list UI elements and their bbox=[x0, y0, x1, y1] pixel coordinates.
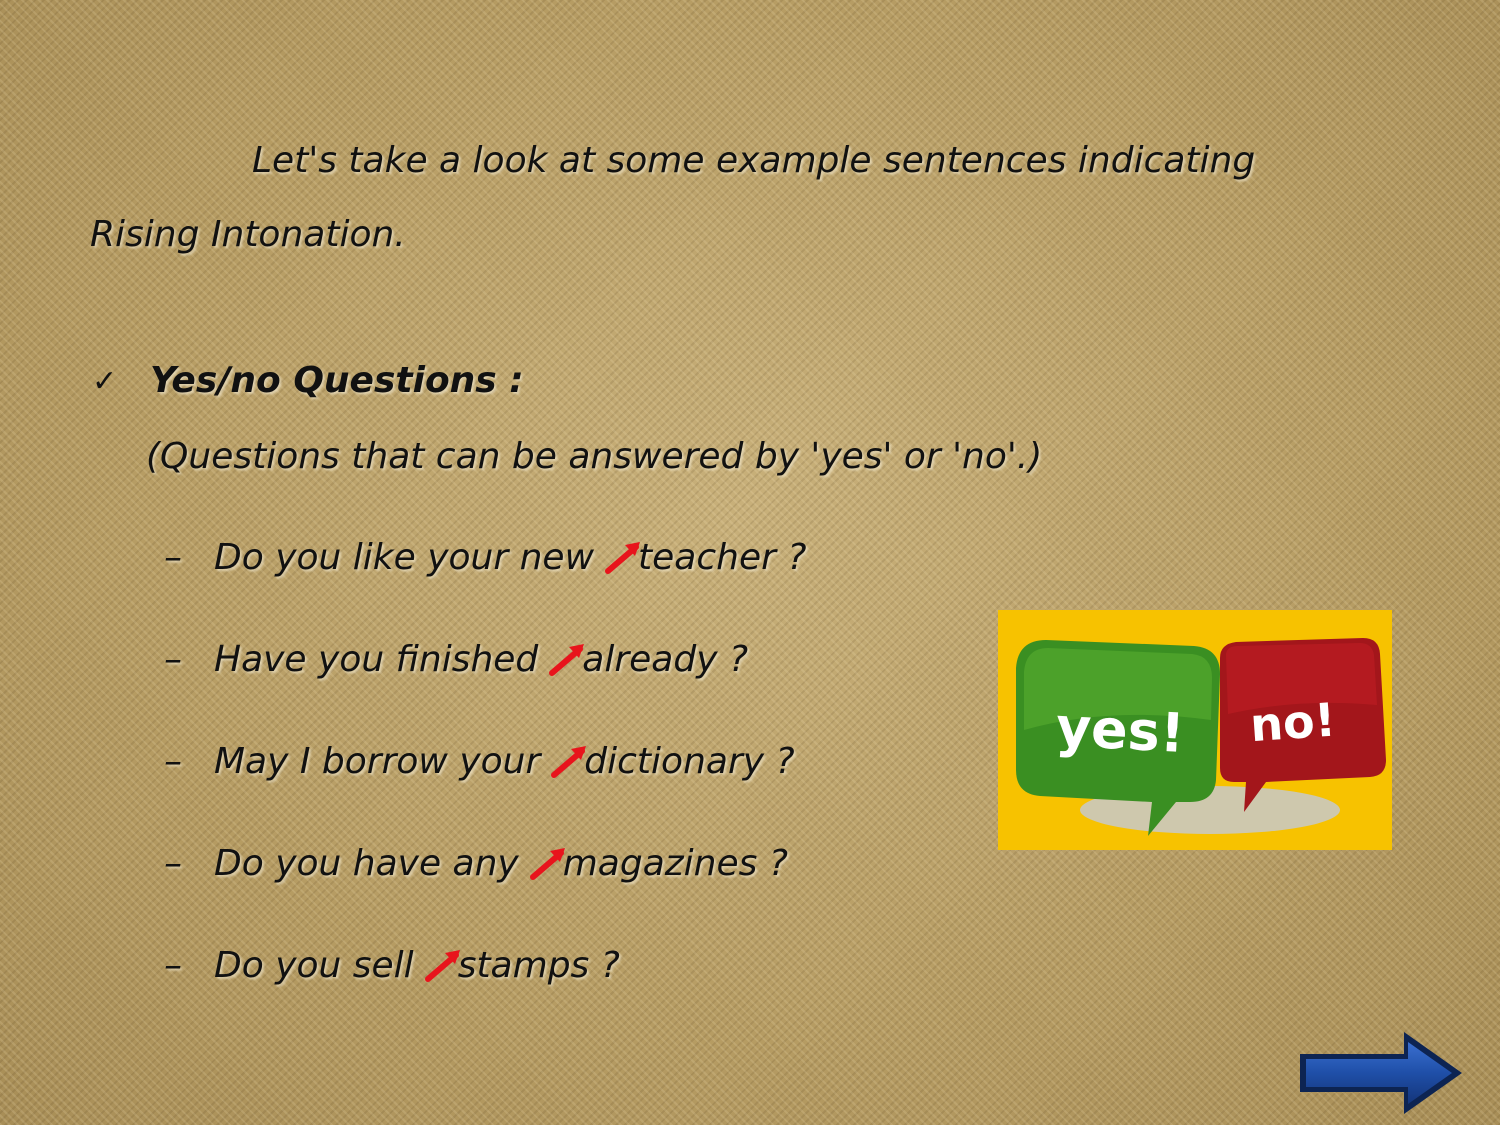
intro-line-2: Rising Intonation. bbox=[90, 214, 406, 255]
question-item: – May I borrow your dictionary ? bbox=[164, 736, 795, 786]
yes-no-illustration: yes! no! bbox=[998, 610, 1392, 850]
question-item: – Do you like your new teacher ? bbox=[164, 532, 806, 582]
yes-label: yes! bbox=[1054, 695, 1186, 765]
no-label: no! bbox=[1248, 692, 1337, 752]
intro-line-1: Let's take a look at some example senten… bbox=[252, 140, 1256, 181]
question-text-after: stamps ? bbox=[457, 944, 620, 986]
right-arrow-icon bbox=[1300, 1032, 1462, 1114]
dash-marker: – bbox=[164, 638, 182, 680]
dash-marker: – bbox=[164, 740, 182, 782]
question-text-after: magazines ? bbox=[562, 842, 788, 884]
question-text-before: Do you sell bbox=[214, 944, 414, 986]
dash-marker: – bbox=[164, 944, 182, 986]
question-item: – Do you sell stamps ? bbox=[164, 940, 620, 990]
question-text-after: teacher ? bbox=[638, 536, 807, 578]
question-text-after: already ? bbox=[582, 638, 749, 680]
bullet-title: Yes/no Questions : bbox=[150, 360, 524, 401]
rising-arrow-icon bbox=[551, 746, 587, 778]
bullet-description: (Questions that can be answered by 'yes'… bbox=[146, 436, 1043, 477]
question-item: – Have you finished already ? bbox=[164, 634, 748, 684]
dash-marker: – bbox=[164, 536, 182, 578]
question-text-before: Do you have any bbox=[214, 842, 519, 884]
rising-arrow-icon bbox=[549, 644, 585, 676]
yes-no-speech-bubbles-image: yes! no! bbox=[998, 610, 1392, 850]
question-text-after: dictionary ? bbox=[584, 740, 795, 782]
question-text-before: Have you finished bbox=[214, 638, 539, 680]
dash-marker: – bbox=[164, 842, 182, 884]
next-slide-button[interactable] bbox=[1298, 1030, 1464, 1116]
question-text-before: May I borrow your bbox=[214, 740, 541, 782]
rising-arrow-icon bbox=[529, 848, 565, 880]
question-text-before: Do you like your new bbox=[214, 536, 595, 578]
checkmark-icon: ✓ bbox=[92, 364, 118, 399]
rising-arrow-icon bbox=[424, 950, 460, 982]
question-item: – Do you have any magazines ? bbox=[164, 838, 788, 888]
rising-arrow-icon bbox=[605, 542, 641, 574]
